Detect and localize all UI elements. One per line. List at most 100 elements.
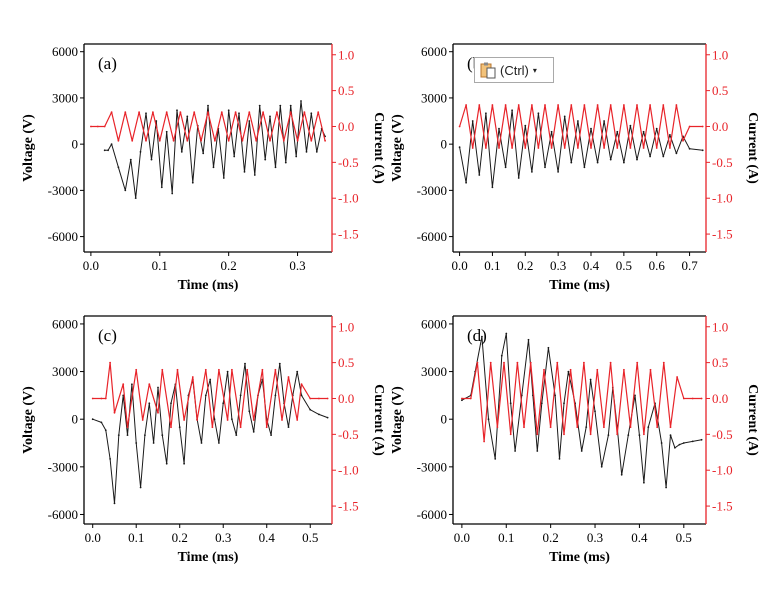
voltage-point	[558, 458, 561, 460]
voltage-point	[176, 109, 178, 112]
paste-options-button[interactable]: (Ctrl) ▾	[474, 57, 554, 83]
current-point	[563, 147, 566, 149]
current-point	[675, 104, 678, 106]
current-point	[100, 397, 103, 400]
current-point	[252, 419, 255, 421]
current-point	[543, 368, 545, 371]
current-point	[231, 368, 233, 371]
x-tick-label: 0.5	[676, 530, 692, 545]
voltage-point	[109, 458, 111, 460]
y-tick-label-left: 3000	[421, 364, 447, 379]
current-point	[536, 433, 539, 436]
y-tick-label-right: 1.0	[338, 47, 354, 62]
voltage-point	[171, 192, 174, 195]
current-point	[157, 411, 159, 414]
voltage-point	[204, 394, 207, 397]
voltage-point	[209, 378, 212, 381]
current-point	[281, 419, 283, 421]
voltage-point	[583, 166, 586, 169]
voltage-point	[691, 440, 694, 443]
y-tick-label-right: -1.5	[712, 499, 733, 514]
voltage-point	[536, 450, 539, 452]
current-point	[596, 104, 599, 106]
current-point	[91, 397, 94, 400]
current-point	[498, 147, 500, 149]
y-tick-label-left: -3000	[48, 459, 78, 474]
y-tick-label-left: -6000	[48, 229, 78, 244]
y-axis-label-left: Voltage (V)	[21, 386, 36, 454]
voltage-point	[665, 486, 667, 489]
voltage-point	[458, 146, 461, 149]
voltage-point	[239, 394, 242, 397]
voltage-point	[603, 120, 605, 122]
voltage-point	[178, 426, 181, 428]
voltage-point	[226, 370, 229, 373]
current-point	[226, 419, 229, 421]
current-point	[656, 426, 659, 429]
current-point	[556, 361, 559, 364]
voltage-point	[131, 383, 133, 386]
y-tick-label-right: 0.5	[712, 83, 728, 98]
voltage-point	[227, 109, 230, 112]
voltage-point	[183, 462, 186, 465]
voltage-point	[248, 410, 251, 413]
voltage-point	[662, 155, 665, 158]
current-point	[458, 125, 461, 128]
y-tick-label-right: -1.0	[712, 191, 733, 206]
x-tick-label: 0.1	[152, 258, 168, 273]
current-point	[282, 139, 285, 142]
current-point	[669, 426, 672, 429]
current-point	[135, 368, 138, 371]
x-tick-label: 0.4	[631, 530, 648, 545]
current-point	[218, 368, 220, 371]
voltage-point	[567, 370, 570, 373]
voltage-point	[494, 458, 497, 460]
x-axis-label: Time (ms)	[178, 278, 239, 293]
y-tick-label-right: -1.0	[338, 463, 359, 478]
current-point	[255, 139, 258, 142]
voltage-point	[461, 399, 463, 402]
current-point	[117, 139, 120, 142]
voltage-point	[682, 442, 685, 444]
voltage-point	[596, 161, 599, 164]
current-line	[90, 111, 326, 142]
voltage-point	[589, 378, 592, 381]
voltage-point	[212, 166, 215, 169]
current-point	[544, 104, 546, 106]
current-point	[161, 368, 164, 371]
voltage-point	[310, 112, 313, 115]
voltage-point	[675, 152, 678, 155]
y-tick-label-left: -6000	[417, 229, 447, 244]
y-axis-label-left: Voltage (V)	[21, 114, 36, 182]
y-tick-label-right: -0.5	[712, 155, 733, 170]
y-tick-label-left: 3000	[52, 364, 78, 379]
x-tick-label: 0.0	[85, 530, 101, 545]
y-axis-label-right: Current (A)	[745, 384, 760, 456]
current-point	[549, 426, 552, 429]
current-point	[207, 111, 209, 113]
voltage-point	[580, 450, 583, 452]
voltage-point	[616, 130, 619, 133]
current-point	[262, 111, 264, 113]
y-tick-label-right: 0.5	[712, 355, 728, 370]
current-point	[122, 383, 125, 385]
voltage-point	[274, 394, 277, 397]
current-point	[603, 147, 605, 149]
voltage-point	[202, 152, 205, 155]
y-tick-label-right: 1.0	[712, 47, 728, 62]
y-axis-label-right: Current (A)	[745, 112, 760, 184]
current-point	[148, 383, 151, 385]
y-tick-label-right: 1.0	[712, 319, 728, 334]
current-point	[220, 111, 223, 113]
voltage-point	[600, 465, 603, 468]
current-point	[124, 111, 127, 113]
voltage-point	[465, 181, 467, 184]
voltage-line	[461, 333, 702, 488]
panel-label: (a)	[98, 54, 117, 73]
x-tick-label: 0.5	[616, 258, 632, 273]
voltage-point	[487, 418, 490, 421]
current-point	[570, 104, 573, 106]
voltage-point	[104, 429, 107, 432]
x-tick-label: 0.2	[517, 258, 533, 273]
voltage-point	[590, 127, 592, 130]
